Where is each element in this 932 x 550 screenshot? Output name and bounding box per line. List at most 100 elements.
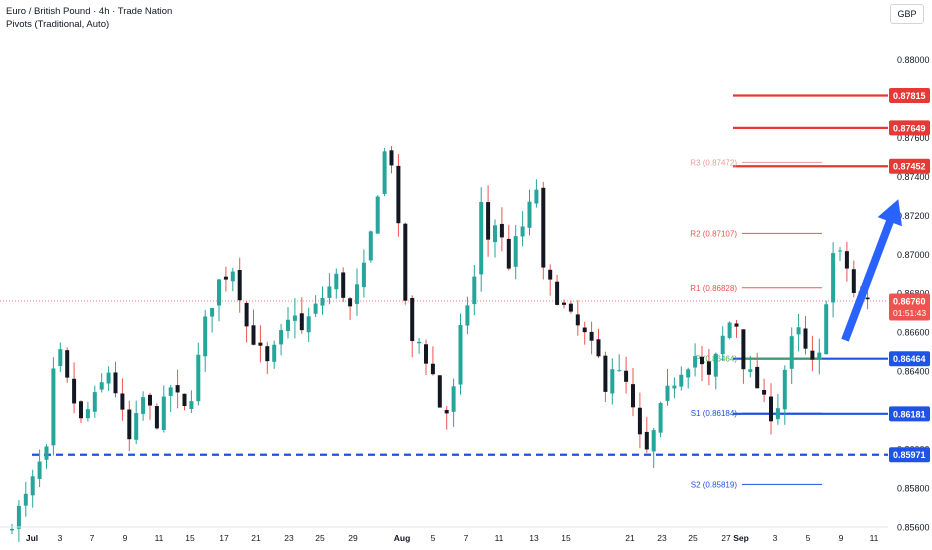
candle-body: [555, 281, 560, 305]
candle-body: [368, 231, 373, 261]
candle-body: [437, 375, 442, 408]
x-tick-label: 5: [806, 533, 811, 543]
candle-body: [644, 431, 649, 450]
candle-body: [796, 327, 801, 335]
x-tick-label: 3: [58, 533, 63, 543]
x-tick-label: 11: [495, 533, 504, 543]
candle-body: [658, 403, 663, 433]
candle-body: [292, 315, 297, 321]
level-price-badge: [889, 351, 930, 367]
candle-body: [417, 341, 422, 344]
candle-body: [196, 354, 201, 402]
level-price-text: 0.87452: [893, 162, 926, 172]
candle-body: [72, 378, 77, 404]
candle-body: [713, 353, 718, 377]
pivot-label-r1: R1 (0.86828): [690, 284, 737, 293]
candle-body: [603, 355, 608, 392]
candle-body: [582, 327, 587, 333]
candle-body: [506, 238, 511, 269]
bullish-arrow: [841, 199, 902, 342]
candle-body: [106, 372, 111, 384]
candle-body: [810, 350, 815, 360]
candle-body: [541, 187, 546, 268]
x-tick-label: 15: [561, 533, 571, 543]
current-price-badge: [889, 293, 930, 321]
candle-body: [92, 392, 97, 412]
candle-body: [424, 344, 428, 364]
candle-body: [265, 346, 270, 362]
candle-body: [693, 356, 698, 368]
candle-body: [520, 226, 525, 237]
candle-body: [168, 387, 173, 397]
candle-body: [851, 269, 856, 293]
candle-body: [624, 370, 629, 382]
x-tick-label: 11: [155, 533, 164, 543]
candle-body: [451, 386, 456, 412]
candle-body: [831, 253, 836, 303]
x-tick-label: 9: [123, 533, 128, 543]
x-tick-label: 15: [185, 533, 195, 543]
pivot-label-s1: S1 (0.86184): [691, 409, 738, 418]
candle-body: [272, 344, 277, 362]
x-tick-label: Sep: [733, 533, 749, 543]
candle-body: [527, 201, 532, 228]
y-tick-label: 0.85800: [897, 484, 930, 494]
candle-body: [30, 476, 35, 496]
y-tick-label: 0.86600: [897, 328, 930, 338]
x-tick-label: 23: [657, 533, 667, 543]
level-price-badge: [889, 406, 930, 422]
candle-body: [838, 250, 842, 252]
candle-body: [161, 396, 166, 431]
indicator-label[interactable]: Pivots (Traditional, Auto): [6, 19, 110, 30]
x-tick-label: 17: [219, 533, 229, 543]
candle-body: [355, 284, 359, 304]
pivot-label-r3: R3 (0.87472): [690, 158, 737, 167]
candle-body: [499, 223, 504, 238]
candle-body: [720, 335, 725, 355]
candle-body: [534, 189, 539, 204]
candle-body: [706, 361, 711, 375]
currency-button[interactable]: GBP: [890, 4, 924, 24]
pivot-levels: R3 (0.87472)R2 (0.87107)R1 (0.86828)P (0…: [690, 158, 822, 489]
candle-body: [341, 272, 346, 298]
candle-body: [465, 305, 470, 326]
candle-body: [251, 325, 256, 345]
candle-body: [562, 302, 566, 305]
x-tick-label: 27: [721, 533, 731, 543]
candle-body: [203, 316, 208, 357]
candle-body: [548, 269, 553, 280]
candle-body: [596, 339, 601, 357]
candle-body: [762, 389, 767, 395]
x-tick-label: 9: [839, 533, 844, 543]
countdown-text: 01:51:43: [893, 308, 926, 318]
level-price-badge: [889, 88, 930, 104]
candle-body: [37, 461, 42, 479]
candle-body: [493, 225, 497, 243]
candle-body: [700, 356, 704, 365]
chart-title: Euro / British Pound · 4h · Trade Nation: [6, 6, 173, 17]
pivot-label-r2: R2 (0.87107): [690, 229, 737, 238]
candle-body: [382, 151, 387, 194]
candle-body: [361, 262, 366, 288]
time-axis: Jul 3 7 9 11 15 17 21 23 25 29 Aug 5 7 11 13 15 21 23 25 27 S…: [0, 526, 888, 543]
level-price-text: 0.85971: [893, 450, 926, 460]
candle-body: [686, 369, 691, 378]
x-tick-label: 21: [251, 533, 261, 543]
candle-body: [237, 269, 242, 301]
candle-body: [865, 297, 870, 300]
candle-body: [513, 236, 518, 267]
candle-body: [396, 165, 401, 224]
candle-body: [10, 528, 14, 531]
candle-body: [23, 493, 28, 506]
candle-body: [403, 223, 408, 301]
candle-body: [734, 323, 739, 327]
x-tick-label: 7: [90, 533, 95, 543]
candle-body: [610, 369, 615, 394]
y-tick-label: 0.87200: [897, 211, 930, 221]
candle-body: [189, 401, 194, 409]
candle-body: [99, 382, 104, 390]
level-price-text: 0.86181: [893, 409, 926, 419]
level-price-badge: [889, 447, 930, 463]
x-tick-label: 7: [464, 533, 469, 543]
